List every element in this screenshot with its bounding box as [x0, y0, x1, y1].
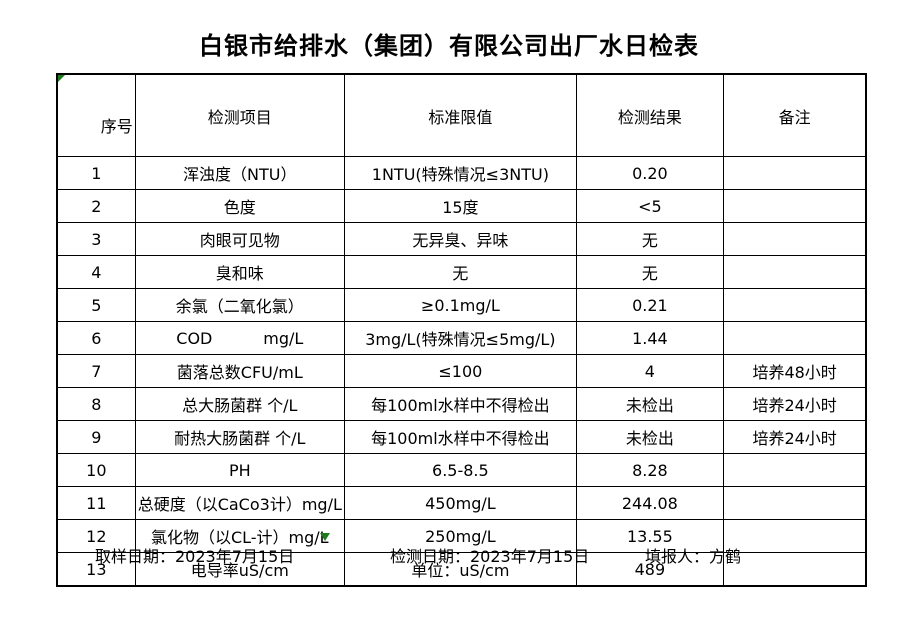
cell-result: 8.28 — [575, 453, 724, 487]
page-title: 白银市给排水（集团）有限公司出厂水日检表 — [199, 32, 699, 60]
cell-item: COD mg/L — [134, 321, 345, 355]
cell-standard: 无 — [343, 255, 577, 289]
cell-remark — [722, 321, 867, 355]
cell-item: PH — [134, 453, 345, 487]
test-date-label: 检测日期：2023年7月15日 — [390, 547, 590, 566]
cell-result: <5 — [575, 189, 724, 223]
footer: 取样日期：2023年7月15日 检测日期：2023年7月15日 填报人：方鹤 — [0, 543, 898, 566]
table-header-row: 序号 检测项目 标准限值 检测结果 备注 — [56, 73, 867, 157]
cell-result: 未检出 — [575, 420, 724, 454]
cell-no: 11 — [56, 486, 136, 520]
cell-standard: 3mg/L(特殊情况≤5mg/L) — [343, 321, 577, 355]
cell-standard: 450mg/L — [343, 486, 577, 520]
header-cell-item: 检测项目 — [134, 73, 345, 157]
cell-remark: 培养24小时 — [722, 420, 867, 454]
cell-remark — [722, 255, 867, 289]
cell-standard: 1NTU(特殊情况≤3NTU) — [343, 156, 577, 190]
table-row: 13 电导率uS/cm 单位：uS/cm 489 — [56, 552, 867, 587]
cell-remark — [722, 453, 867, 487]
header-cell-standard: 标准限值 — [343, 73, 577, 157]
cell-no: 3 — [56, 222, 136, 256]
cell-standard: 每100ml水样中不得检出 — [343, 387, 577, 421]
cell-standard: ≥0.1mg/L — [343, 288, 577, 322]
cell-result: 未检出 — [575, 387, 724, 421]
cell-no: 12 — [56, 519, 136, 553]
table-row: 10 PH 6.5-8.5 8.28 — [56, 453, 867, 487]
header-cell-result: 检测结果 — [575, 73, 724, 157]
table-row: 2 色度 15度 <5 — [56, 189, 867, 223]
table-row: 1 浑浊度（NTU） 1NTU(特殊情况≤3NTU) 0.20 — [56, 156, 867, 190]
cell-no: 7 — [56, 354, 136, 388]
cell-result: 无 — [575, 255, 724, 289]
cell-no: 9 — [56, 420, 136, 454]
cell-item: 菌落总数CFU/mL — [134, 354, 345, 388]
table-row: 12 氯化物（以CL-计）mg/L 250mg/L 13.55 — [56, 519, 867, 553]
cell-no: 10 — [56, 453, 136, 487]
cell-item: 色度 — [134, 189, 345, 223]
cell-remark — [722, 519, 867, 553]
cell-remark — [722, 288, 867, 322]
table-row: 8 总大肠菌群 个/L 每100ml水样中不得检出 未检出 培养24小时 — [56, 387, 867, 421]
cell-standard: 15度 — [343, 189, 577, 223]
cell-item: 臭和味 — [134, 255, 345, 289]
cell-remark — [722, 552, 867, 587]
cell-item: 总硬度（以CaCo3计）mg/L — [134, 486, 345, 520]
cell-result: 13.55 — [575, 519, 724, 553]
cell-item: 肉眼可见物 — [134, 222, 345, 256]
table-row: 9 耐热大肠菌群 个/L 每100ml水样中不得检出 未检出 培养24小时 — [56, 420, 867, 454]
cell-no: 5 — [56, 288, 136, 322]
cell-no: 2 — [56, 189, 136, 223]
cell-remark — [722, 189, 867, 223]
cell-result: 4 — [575, 354, 724, 388]
cell-no: 4 — [56, 255, 136, 289]
cell-item: 氯化物（以CL-计）mg/L — [134, 519, 345, 553]
cell-standard: 6.5-8.5 — [343, 453, 577, 487]
cell-no: 8 — [56, 387, 136, 421]
table-row: 4 臭和味 无 无 — [56, 255, 867, 289]
cell-standard: 每100ml水样中不得检出 — [343, 420, 577, 454]
cell-no: 1 — [56, 156, 136, 190]
cell-remark: 培养48小时 — [722, 354, 867, 388]
cell-result: 1.44 — [575, 321, 724, 355]
reporter-label: 填报人：方鹤 — [645, 547, 742, 566]
cell-item: 余氯（二氧化氯） — [134, 288, 345, 322]
inspection-table: 序号 检测项目 标准限值 检测结果 备注 1 浑浊度（NTU） 1NTU(特殊情… — [56, 73, 868, 587]
cell-remark — [722, 156, 867, 190]
cell-result: 无 — [575, 222, 724, 256]
cell-remark: 培养24小时 — [722, 387, 867, 421]
cell-item: 浑浊度（NTU） — [134, 156, 345, 190]
cell-item: 总大肠菌群 个/L — [134, 387, 345, 421]
cell-item: 电导率uS/cm — [134, 552, 345, 587]
cell-result: 244.08 — [575, 486, 724, 520]
header-cell-remark: 备注 — [722, 73, 867, 157]
cell-standard: ≤100 — [343, 354, 577, 388]
cell-result: 0.20 — [575, 156, 724, 190]
cell-remark — [722, 222, 867, 256]
excel-error-indicator-icon — [58, 75, 65, 82]
sampling-date-label: 取样日期：2023年7月15日 — [95, 547, 295, 566]
table-row: 5 余氯（二氧化氯） ≥0.1mg/L 0.21 — [56, 288, 867, 322]
cell-standard: 单位：uS/cm — [343, 552, 577, 587]
cell-result: 0.21 — [575, 288, 724, 322]
table-row: 3 肉眼可见物 无异臭、异味 无 — [56, 222, 867, 256]
cell-item: 耐热大肠菌群 个/L — [134, 420, 345, 454]
table-row: 6 COD mg/L 3mg/L(特殊情况≤5mg/L) 1.44 — [56, 321, 867, 355]
cell-remark — [722, 486, 867, 520]
table-row: 11 总硬度（以CaCo3计）mg/L 450mg/L 244.08 — [56, 486, 867, 520]
green-marker-icon — [320, 533, 330, 541]
cell-no: 13 — [56, 552, 136, 587]
header-no-label: 序号 — [100, 117, 133, 136]
table-row: 7 菌落总数CFU/mL ≤100 4 培养48小时 — [56, 354, 867, 388]
cell-no: 6 — [56, 321, 136, 355]
cell-standard: 无异臭、异味 — [343, 222, 577, 256]
header-cell-no: 序号 — [56, 73, 136, 157]
